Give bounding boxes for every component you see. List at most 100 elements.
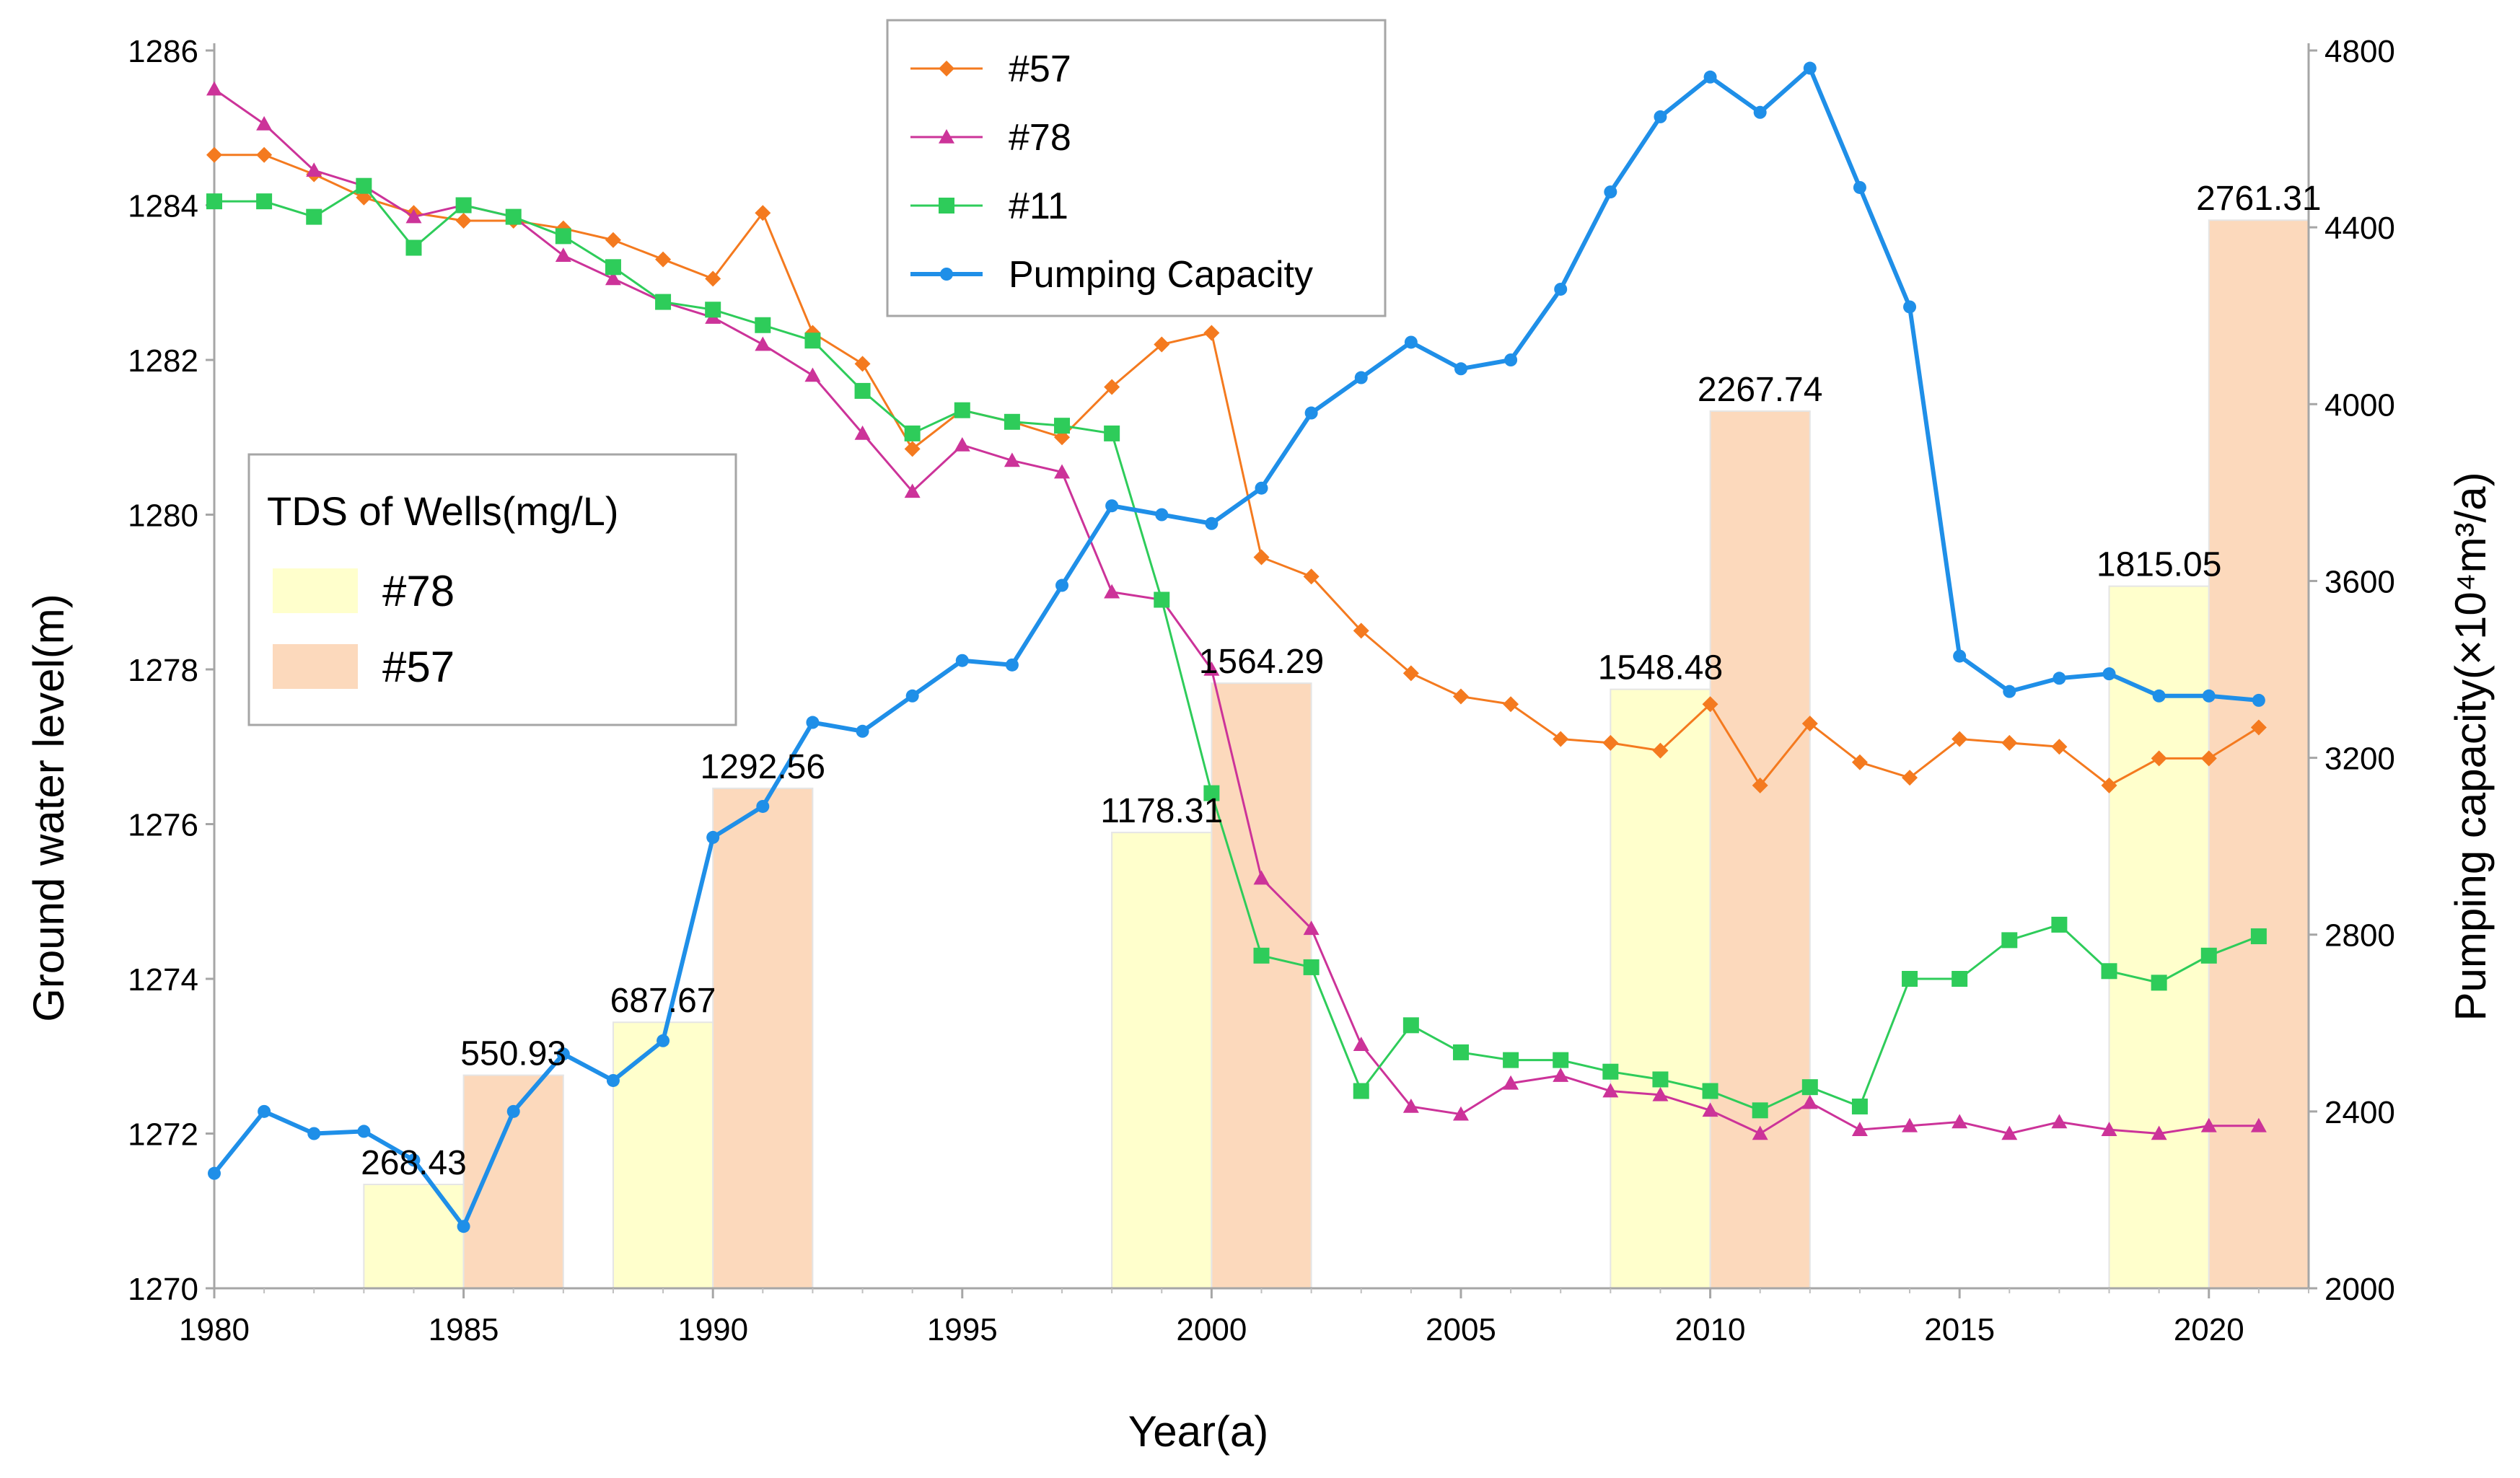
point-pumping-capacity-2006 (1504, 353, 1518, 366)
point-78-1981 (256, 115, 273, 131)
point-pumping-capacity-1980 (208, 1166, 221, 1180)
legend-bars: TDS of Wells(mg/L) #78 #57 (247, 453, 737, 726)
bar-label-57-2020: 2761.31 (2196, 180, 2322, 218)
point-pumping-capacity-2017 (2053, 672, 2066, 685)
left-tick-label-1280: 1280 (128, 498, 198, 534)
point-11-2019 (2151, 975, 2167, 991)
point-78-2009 (1652, 1086, 1669, 1101)
point-pumping-capacity-1992 (806, 716, 820, 729)
point-57-1991 (755, 205, 771, 221)
point-11-1981 (256, 193, 273, 210)
series-line-pumping-capacity (212, 66, 2260, 1229)
point-57-1998 (1104, 379, 1120, 395)
point-11-2021 (2250, 928, 2267, 945)
bar-57-2010 (1709, 410, 1811, 1289)
point-pumping-capacity-2012 (1803, 61, 1817, 75)
point-pumping-capacity-2015 (1953, 649, 1967, 663)
point-11-1982 (306, 208, 322, 225)
point-57-1989 (655, 251, 672, 268)
series-line-57 (214, 154, 2260, 787)
point-11-2009 (1652, 1071, 1669, 1088)
legend-marker-78 (939, 129, 954, 144)
point-78-1982 (306, 162, 322, 177)
point-57-2011 (1752, 777, 1768, 793)
point-pumping-capacity-1983 (357, 1125, 371, 1138)
legend-lines: #57 #78 #11 Pumping Capacity (886, 19, 1387, 317)
point-11-2017 (2051, 916, 2068, 933)
point-11-2002 (1303, 959, 1320, 975)
point-78-1987 (555, 247, 571, 263)
point-57-2007 (1553, 731, 1569, 747)
left-tick-label-1284: 1284 (128, 189, 198, 224)
point-11-1986 (505, 208, 522, 225)
point-78-1995 (954, 436, 970, 452)
bar-label-78-1998: 1178.31 (1100, 792, 1223, 830)
right-y-axis-title: Pumping capacity(×10⁴m³/a) (2446, 472, 2495, 1021)
point-pumping-capacity-1986 (506, 1104, 520, 1118)
bar-78-2008 (1610, 688, 1711, 1289)
point-pumping-capacity-2008 (1604, 185, 1617, 199)
point-78-1991 (755, 336, 771, 351)
point-11-2008 (1602, 1063, 1619, 1080)
right-tick-label-2400: 2400 (2324, 1095, 2395, 1130)
point-57-2010 (1702, 696, 1718, 713)
point-pumping-capacity-1981 (258, 1104, 271, 1118)
bar-label-57-1990: 1292.56 (701, 748, 826, 786)
x-tick-label-1985: 1985 (429, 1312, 499, 1347)
point-57-2018 (2101, 777, 2117, 793)
point-11-2011 (1752, 1102, 1768, 1119)
bar-78-1998 (1111, 832, 1213, 1289)
legend-swatch-57 (273, 644, 358, 689)
point-57-1981 (256, 146, 273, 163)
point-57-2006 (1503, 696, 1519, 713)
point-78-1988 (605, 270, 621, 286)
point-pumping-capacity-2004 (1404, 335, 1418, 349)
point-11-1984 (405, 239, 422, 256)
legend-lines-items: #57 #78 #11 Pumping Capacity (910, 48, 1313, 296)
legend-marker-11 (939, 198, 954, 214)
legend-marker-57 (939, 61, 954, 76)
point-57-2001 (1253, 549, 1270, 566)
point-pumping-capacity-1997 (1055, 579, 1069, 592)
point-57-2015 (1952, 731, 1968, 747)
bar-label-78-2008: 1548.48 (1598, 649, 1724, 687)
point-pumping-capacity-2021 (2252, 693, 2265, 707)
x-tick-label-2020: 2020 (2174, 1312, 2244, 1347)
point-57-2002 (1303, 568, 1320, 585)
bar-label-78-2018: 1815.05 (2097, 546, 2222, 584)
right-tick-label-4000: 4000 (2324, 387, 2395, 423)
point-57-2003 (1353, 623, 1369, 639)
point-78-2020 (2200, 1117, 2217, 1132)
point-11-2003 (1353, 1083, 1369, 1099)
point-pumping-capacity-1995 (955, 654, 969, 667)
point-78-2002 (1303, 920, 1320, 936)
point-11-1987 (555, 228, 571, 245)
point-11-2014 (1902, 971, 1918, 987)
point-57-2014 (1902, 770, 1918, 786)
point-pumping-capacity-2003 (1354, 371, 1368, 384)
point-78-2008 (1602, 1083, 1619, 1098)
point-11-2013 (1851, 1098, 1868, 1114)
right-tick-label-2000: 2000 (2324, 1272, 2395, 1307)
point-57-1985 (455, 212, 472, 229)
point-78-1993 (854, 425, 871, 440)
point-78-1998 (1104, 584, 1120, 599)
x-axis-title: Year(a) (1128, 1407, 1269, 1456)
point-57-1990 (705, 270, 721, 287)
bar-label-57-1985: 550.93 (460, 1035, 566, 1073)
point-pumping-capacity-1987 (556, 1047, 570, 1061)
axes-layer: 1980 1985 1990 1995 2000 2005 2010 2015 2020 1270… (128, 34, 2395, 1347)
point-78-2021 (2250, 1117, 2267, 1132)
x-tick-label-1990: 1990 (677, 1312, 748, 1347)
point-pumping-capacity-2005 (1454, 362, 1467, 376)
point-78-2007 (1553, 1068, 1569, 1082)
point-57-2019 (2151, 750, 2167, 767)
bar-labels-layer: 268.43 687.67 1178.31 1548.48 1815.05 550.93 1… (361, 180, 2322, 1182)
point-pumping-capacity-2020 (2202, 689, 2216, 703)
point-78-2012 (1801, 1094, 1818, 1109)
point-57-1980 (206, 146, 222, 163)
point-11-1995 (954, 402, 970, 418)
point-11-2016 (2001, 932, 2018, 949)
left-tick-label-1270: 1270 (128, 1272, 198, 1307)
left-tick-label-1286: 1286 (128, 34, 198, 69)
